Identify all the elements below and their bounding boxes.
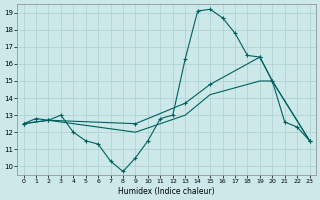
- X-axis label: Humidex (Indice chaleur): Humidex (Indice chaleur): [118, 187, 215, 196]
